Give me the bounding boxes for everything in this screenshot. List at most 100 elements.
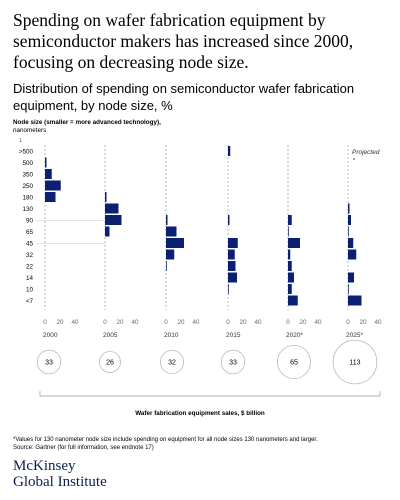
bar <box>166 261 167 271</box>
sales-bubble <box>276 344 312 380</box>
bar <box>166 226 177 237</box>
projected-marker-icon <box>353 158 355 160</box>
bar <box>348 272 354 283</box>
footnote-source: Source: Gartner (for full information, s… <box>13 445 154 451</box>
bar <box>228 249 235 260</box>
x-tick-label: 0 <box>286 319 290 326</box>
x-tick-label: 0 <box>103 319 107 326</box>
node-size-label: 10 <box>26 287 34 294</box>
sales-value-label: 65 <box>290 360 298 367</box>
subtitle-text: Distribution of spending on semiconducto… <box>13 81 355 113</box>
node-size-label: 90 <box>26 218 34 225</box>
x-tick-label: 20 <box>56 319 64 326</box>
node-axis-unit: nanometers <box>13 127 47 134</box>
x-tick-label: 20 <box>299 319 307 326</box>
bar <box>45 157 47 168</box>
bar <box>166 238 184 248</box>
x-tick-label: 0 <box>164 319 168 326</box>
bar <box>228 272 237 283</box>
chart-subtitle: Distribution of spending on semiconducto… <box>13 80 393 114</box>
bar <box>228 284 229 294</box>
bar <box>288 295 298 306</box>
sales-bracket <box>39 391 381 397</box>
node-size-label: 22 <box>26 264 34 271</box>
node-size-label: 14 <box>26 275 34 282</box>
bar <box>228 215 230 225</box>
bar <box>166 249 175 260</box>
panel-year-label: 2020* <box>286 332 303 339</box>
footnote-values: *Values for 130 nanometer node size incl… <box>13 437 318 443</box>
x-tick-label: 40 <box>192 319 200 326</box>
x-tick-label: 40 <box>314 319 322 326</box>
sales-bubble <box>159 349 185 375</box>
bar <box>45 169 52 179</box>
x-tick-label: 40 <box>71 319 79 326</box>
bar <box>348 215 351 225</box>
x-tick-label: 40 <box>131 319 139 326</box>
footnote: *Values for 130 nanometer node size incl… <box>13 436 393 452</box>
bar <box>166 215 168 225</box>
x-tick-label: 20 <box>239 319 247 326</box>
x-tick-label: 0 <box>226 319 230 326</box>
node-axis-title: Node size (smaller = more advanced techn… <box>13 119 243 135</box>
bar <box>348 284 349 294</box>
node-size-label: 250 <box>22 183 33 190</box>
bar <box>348 295 362 306</box>
sales-value-label: 33 <box>45 360 53 367</box>
sales-caption-text: Wafer fabrication equipment sales, $ bil… <box>131 410 269 417</box>
x-tick-label: 20 <box>116 319 124 326</box>
bar <box>288 226 289 237</box>
node-size-label: 45 <box>26 241 34 248</box>
sales-value-label: 32 <box>168 360 176 367</box>
bar <box>228 238 238 248</box>
node-size-label: 32 <box>26 252 34 259</box>
publisher-logo: McKinsey Global Institute <box>13 458 107 490</box>
node-size-label: 65 <box>26 229 34 236</box>
small-multiples-chart: >500 500 350 250 180 130 90 65 45 32 22 14 10 <7 0 20 40… <box>19 145 382 397</box>
x-tick-label: 20 <box>177 319 185 326</box>
node-size-label: >500 <box>19 149 34 156</box>
node-axis-title-text: Node size (smaller = more advanced techn… <box>13 119 161 126</box>
bar <box>348 226 349 237</box>
projected-label: Projected <box>352 149 380 156</box>
panel-year-label: 2025* <box>346 332 363 339</box>
x-tick-label: 40 <box>254 319 262 326</box>
logo-line-2: Global Institute <box>13 474 107 490</box>
panel-year-label: 2005 <box>103 332 118 339</box>
bar <box>348 238 354 248</box>
panel-year-label: 2000 <box>43 332 58 339</box>
bar <box>348 203 350 214</box>
logo-line-1: McKinsey <box>13 458 76 474</box>
sales-bubble <box>36 349 62 375</box>
bar <box>45 180 61 191</box>
bar <box>288 272 294 283</box>
panel-year-label: 2015 <box>226 332 241 339</box>
sales-caption: Wafer fabrication equipment sales, $ bil… <box>0 402 400 420</box>
bar <box>348 249 357 260</box>
x-tick-label: 20 <box>359 319 367 326</box>
sales-value-label: 33 <box>229 360 237 367</box>
bar <box>288 261 292 271</box>
x-tick-label: 0 <box>43 319 47 326</box>
node-size-label: 130 <box>22 206 33 213</box>
bar <box>288 215 292 225</box>
x-tick-label: 40 <box>374 319 382 326</box>
sales-value-label: 26 <box>106 360 114 367</box>
down-arrow-icon: ↓ <box>19 137 23 144</box>
panel-year-label: 2010 <box>164 332 179 339</box>
bar <box>228 261 236 271</box>
bar <box>228 146 231 156</box>
sales-value-label: 113 <box>349 360 360 367</box>
bar <box>105 203 119 214</box>
bar <box>288 238 300 248</box>
sales-bubble <box>220 349 246 375</box>
subtitle-unit: % <box>161 98 173 113</box>
node-size-label: 350 <box>22 172 33 179</box>
node-size-label: <7 <box>26 298 34 305</box>
bar <box>105 192 107 202</box>
sales-bubble <box>99 351 121 373</box>
bar <box>45 192 56 202</box>
bar <box>288 249 291 260</box>
node-size-label: 500 <box>22 160 33 167</box>
sales-bubble <box>332 339 378 385</box>
